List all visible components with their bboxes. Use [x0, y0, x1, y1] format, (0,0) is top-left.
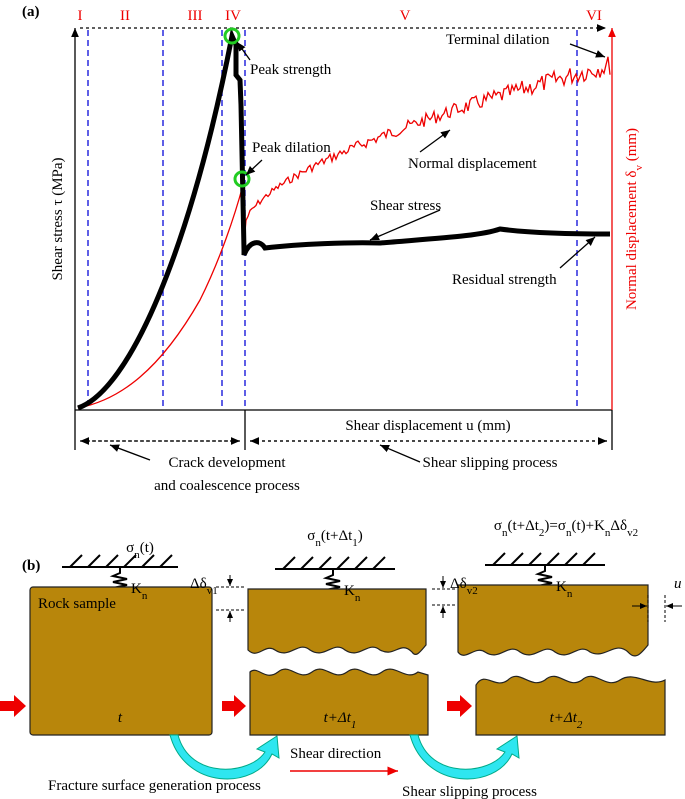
- y-axis-label: Shear stress τ (MPa): [50, 157, 66, 280]
- load-label-part: n: [605, 527, 611, 539]
- load-label-part: σ: [307, 528, 315, 544]
- time-label-part: t+Δt: [324, 710, 352, 726]
- stage-label: IV: [225, 8, 241, 24]
- time-label: t+Δt2: [550, 710, 583, 731]
- stage-label: II: [120, 8, 130, 24]
- spring-label-part: n: [142, 590, 148, 602]
- stage-label: III: [188, 8, 203, 24]
- y2-axis-label: Normal displacement δv (mm): [624, 128, 645, 310]
- load-label-part: n: [502, 527, 508, 539]
- phase-label: and coalescence process: [154, 478, 300, 494]
- stage-label: I: [78, 8, 83, 24]
- annotation: Terminal dilation: [446, 32, 550, 48]
- time-label-part: 2: [577, 719, 583, 731]
- gap-label-part: Δδ: [190, 576, 207, 592]
- load-label: σn(t+Δt1): [307, 528, 363, 549]
- load-label-part: )=σ: [544, 518, 566, 534]
- spring-label-part: n: [355, 592, 361, 604]
- spring-label: Kn: [344, 583, 361, 604]
- spring-label-part: K: [344, 583, 355, 599]
- sample-label: Rock sample: [38, 596, 116, 612]
- load-label-part: n: [566, 527, 572, 539]
- annotation: Peak dilation: [252, 140, 331, 156]
- gap-label: Δδv1: [190, 576, 218, 597]
- load-label-part: 1: [352, 537, 358, 549]
- phase-label: Crack development: [168, 455, 286, 471]
- stage-label: V: [400, 8, 411, 24]
- time-label-part: 1: [351, 719, 357, 731]
- annotation: Shear stress: [370, 198, 441, 214]
- load-label-part: (t): [140, 540, 154, 556]
- spring-label-part: K: [131, 581, 142, 597]
- gap-label-part: Δδ: [450, 576, 467, 592]
- load-label-part: ): [358, 528, 363, 544]
- process-label: Fracture surface generation process: [48, 778, 261, 794]
- load-label-part: σ: [494, 518, 502, 534]
- shear-direction-label: Shear direction: [290, 746, 382, 762]
- load-label-part: Δδ: [610, 518, 627, 534]
- time-label: t+Δt1: [324, 710, 357, 731]
- load-label-part: (t+Δt: [321, 528, 353, 544]
- annotation: Normal displacement: [408, 156, 538, 172]
- gap-label-part: v1: [207, 585, 218, 597]
- shift-label: u: [674, 576, 682, 592]
- spring-label: Kn: [131, 581, 148, 602]
- time-label-part: t: [118, 710, 123, 726]
- load-label-part: n: [134, 549, 140, 561]
- spring-label: Kn: [556, 579, 573, 600]
- panel-label: (a): [22, 4, 40, 20]
- load-label-part: v2: [627, 527, 638, 539]
- load-label-part: 2: [539, 527, 545, 539]
- spring-label-part: K: [556, 579, 567, 595]
- annotation: Residual strength: [452, 272, 557, 288]
- y2-axis-label-part: Normal displacement δ: [624, 171, 640, 311]
- y2-axis-label-part: (mm): [624, 128, 640, 165]
- load-label: σn(t): [126, 540, 154, 561]
- load-label-part: (t+Δt: [507, 518, 539, 534]
- stage-label: VI: [586, 8, 602, 24]
- process-label: Shear slipping process: [402, 784, 537, 799]
- time-label: t: [118, 710, 123, 726]
- panel-b: [0, 552, 682, 780]
- gap-label: Δδv2: [450, 576, 478, 597]
- load-label-part: (t)+K: [571, 518, 605, 534]
- annotation: Peak strength: [250, 62, 332, 78]
- load-label: σn(t+Δt2)=σn(t)+KnΔδv2: [494, 518, 638, 539]
- panel-label: (b): [22, 558, 40, 574]
- load-label-part: n: [315, 537, 321, 549]
- phase-label: Shear slipping process: [423, 455, 558, 471]
- y2-axis-label-part: v: [633, 165, 645, 171]
- gap-label-part: v2: [467, 585, 478, 597]
- load-label-part: σ: [126, 540, 134, 556]
- time-label-part: t+Δt: [550, 710, 578, 726]
- x-axis-label: Shear displacement u (mm): [345, 418, 510, 434]
- panel-a: [71, 24, 616, 463]
- spring-label-part: n: [567, 588, 573, 600]
